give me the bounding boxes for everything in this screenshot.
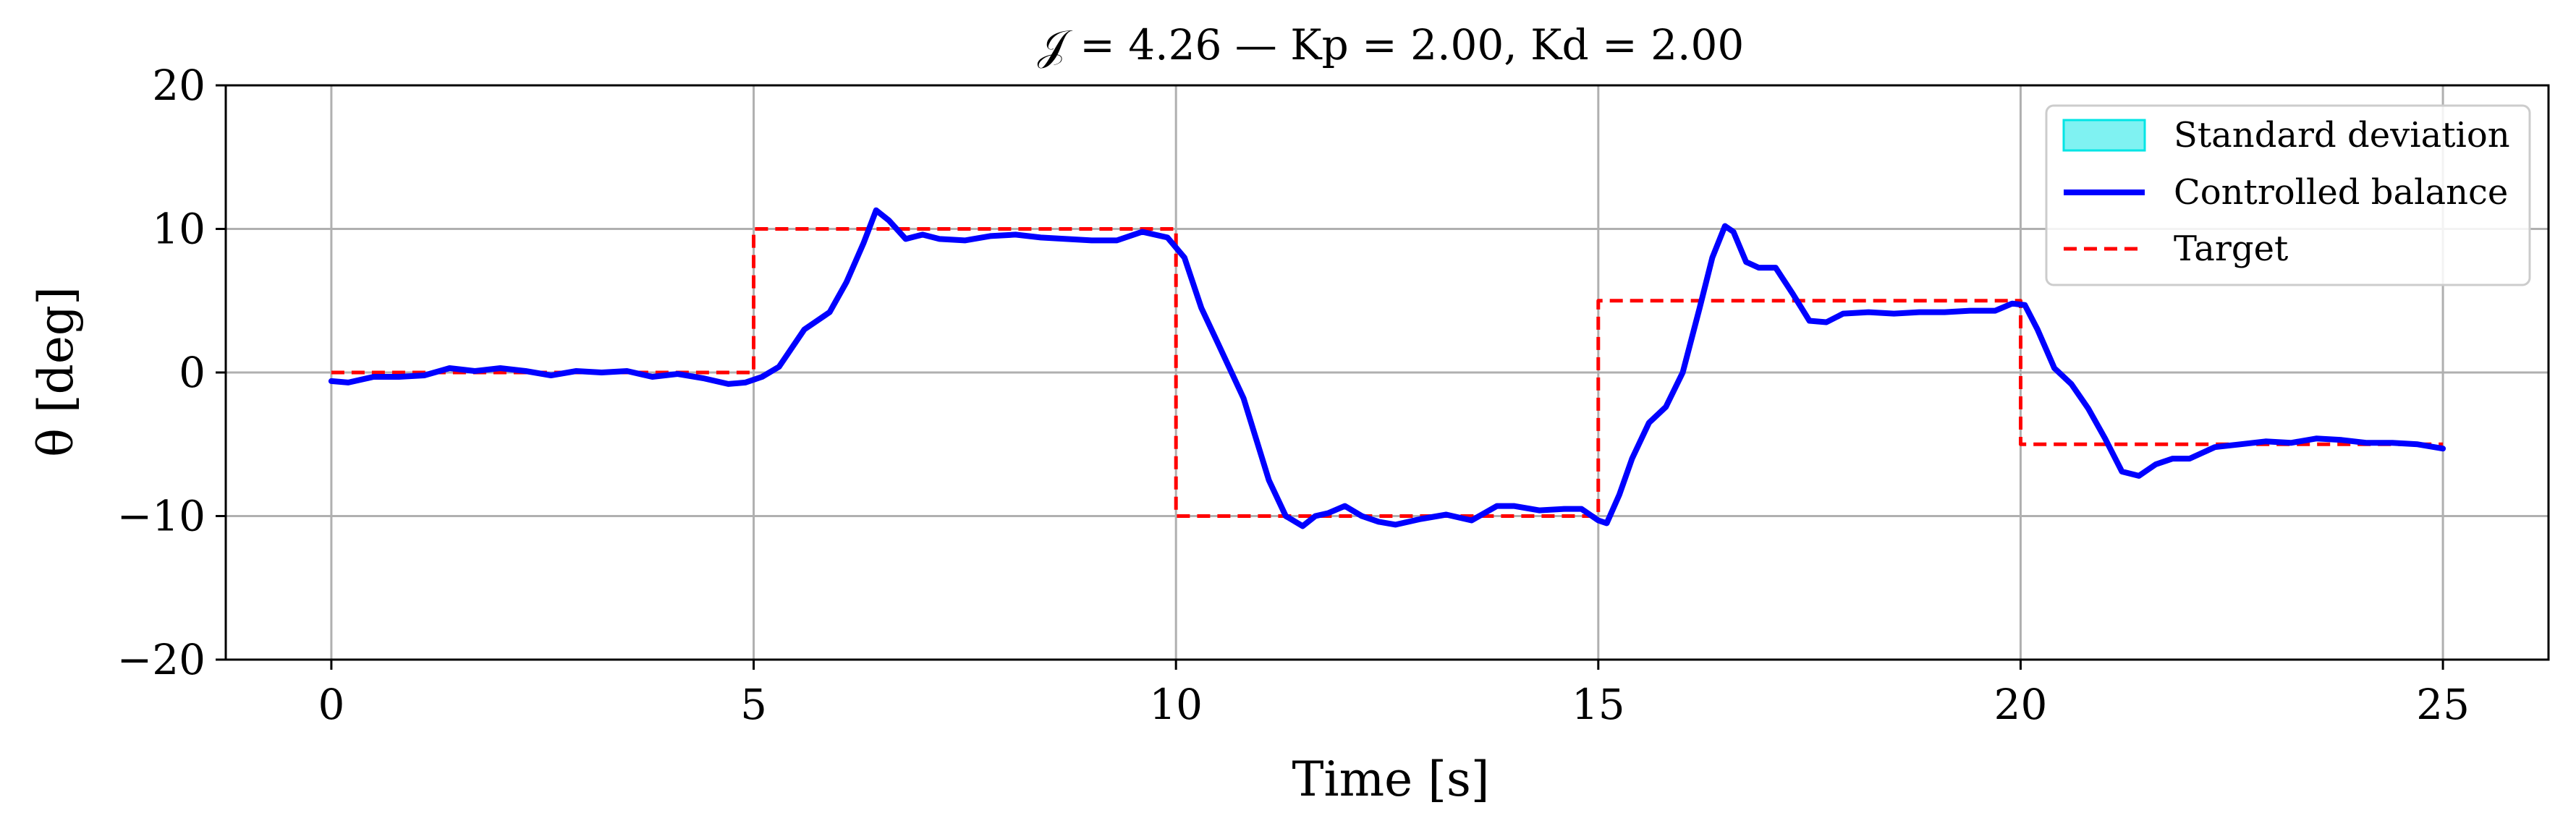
- legend: Standard deviation Controlled balance Ta…: [2045, 104, 2531, 286]
- legend-label-target: Target: [2174, 229, 2288, 269]
- legend-std-patch: [2062, 119, 2146, 152]
- y-tick-label: −20: [117, 635, 206, 684]
- series-line-controlled-balance: [328, 207, 2446, 529]
- y-tick-label: −10: [117, 492, 206, 541]
- x-tick-label: 15: [1572, 680, 1625, 729]
- x-axis-label: Time [s]: [1292, 751, 1489, 807]
- x-tick-label: 0: [318, 680, 344, 729]
- y-tick-label: 10: [152, 205, 206, 254]
- series-line-target: [331, 227, 2444, 518]
- y-tick-label: 20: [152, 61, 206, 110]
- x-tick-label: 25: [2416, 680, 2470, 729]
- chart-title: 𝒥 = 4.26 — Kp = 2.00, Kd = 2.00: [1038, 20, 1745, 69]
- y-tick-label: 0: [179, 348, 206, 397]
- x-tick-label: 10: [1149, 680, 1203, 729]
- legend-label-std: Standard deviation: [2174, 115, 2510, 156]
- legend-label-controlled: Controlled balance: [2174, 172, 2508, 213]
- legend-box: [2045, 104, 2531, 286]
- x-tick-label: 20: [1994, 680, 2048, 729]
- plot-series: [328, 207, 2446, 529]
- x-tick-label: 5: [740, 680, 767, 729]
- axis-ticks: 0 5 10 15 20 25 −20 −10 0 10 20: [117, 61, 2470, 729]
- y-axis-label: θ [deg]: [28, 286, 84, 457]
